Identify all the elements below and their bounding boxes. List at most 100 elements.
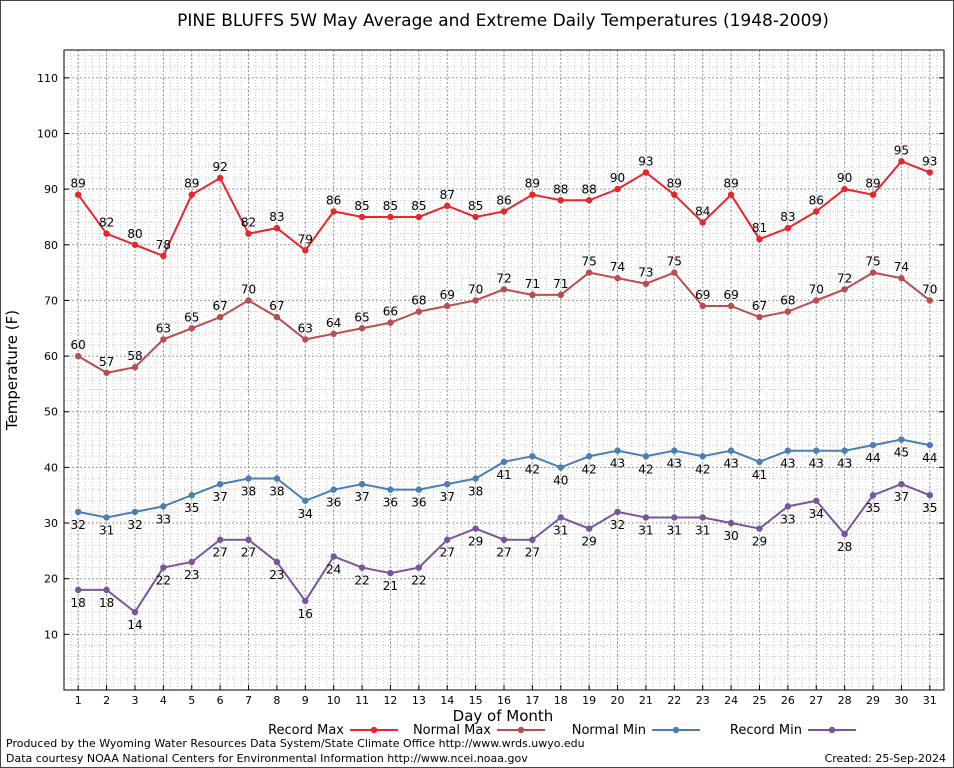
record-min-point: [869, 492, 877, 499]
normal-max-data-label: 65: [354, 310, 369, 324]
record-min-data-label: 23: [269, 568, 284, 582]
normal-min-point: [813, 447, 820, 454]
normal-min-point: [302, 497, 309, 504]
normal-max-data-label: 57: [99, 355, 114, 369]
record-max-data-label: 86: [496, 193, 511, 207]
normal-min-point: [671, 447, 678, 454]
record-min-point: [103, 586, 110, 594]
record-min-data-label: 29: [468, 535, 483, 549]
normal-max-data-label: 70: [809, 282, 824, 296]
record-min-data-label: 33: [780, 512, 795, 526]
x-tick-label: 19: [582, 694, 596, 707]
normal-max-data-label: 71: [525, 277, 540, 291]
chart-title: PINE BLUFFS 5W May Average and Extreme D…: [177, 11, 829, 31]
record-max-point: [245, 230, 252, 237]
x-tick-label: 28: [838, 694, 852, 707]
record-max-data-label: 85: [411, 199, 426, 213]
record-max-point: [444, 202, 451, 210]
record-max-point: [614, 185, 621, 193]
normal-min-data-label: 37: [440, 490, 455, 504]
record-max-data-label: 78: [156, 238, 171, 252]
normal-max-point: [444, 302, 451, 310]
normal-max-point: [727, 302, 735, 310]
record-min-data-label: 29: [582, 535, 597, 549]
normal-min-point: [472, 475, 479, 482]
x-tick-label: 12: [383, 694, 397, 707]
normal-min-point: [585, 453, 593, 460]
record-max-point: [813, 208, 820, 215]
y-tick-label: 80: [44, 239, 58, 252]
record-max-point: [671, 191, 678, 198]
record-max-data-label: 82: [99, 216, 114, 230]
record-max-point: [74, 191, 82, 198]
record-min-point: [387, 569, 394, 577]
normal-max-point: [131, 364, 139, 371]
x-tick-label: 17: [525, 694, 539, 707]
normal-max-data-label: 69: [723, 288, 738, 302]
normal-max-data-label: 71: [553, 277, 568, 291]
record-max-data-label: 84: [695, 205, 710, 219]
y-tick-label: 110: [37, 72, 58, 85]
record-max-point: [699, 219, 706, 226]
record-min-data-label: 24: [326, 562, 341, 576]
legend-marker-normal-max: [517, 726, 525, 734]
record-max-data-label: 79: [298, 232, 313, 246]
normal-max-point: [557, 291, 564, 299]
normal-min-data-label: 43: [723, 457, 738, 471]
normal-max-point: [188, 325, 195, 332]
y-tick-label: 70: [44, 294, 58, 307]
record-max-data-label: 93: [638, 154, 653, 168]
y-tick-label: 60: [44, 350, 58, 363]
normal-min-point: [216, 480, 224, 488]
credit-line-2: Data courtesy NOAA National Centers for …: [6, 752, 528, 765]
x-tick-label: 26: [781, 694, 795, 707]
normal-max-point: [160, 336, 167, 343]
record-min-data-label: 27: [525, 546, 540, 560]
credit-line-1: Produced by the Wyoming Water Resources …: [6, 737, 585, 750]
normal-max-data-label: 67: [752, 299, 767, 313]
normal-max-data-label: 75: [667, 255, 682, 269]
record-max-data-label: 92: [212, 160, 227, 174]
record-max-point: [642, 169, 650, 176]
record-min-data-label: 31: [695, 523, 710, 537]
x-tick-label: 27: [809, 694, 823, 707]
record-min-point: [245, 536, 252, 543]
normal-min-data-label: 43: [667, 457, 682, 471]
record-min-point: [727, 519, 735, 527]
normal-min-point: [273, 475, 281, 482]
legend-label-normal-min: Normal Min: [572, 723, 646, 738]
record-max-data-label: 86: [809, 193, 824, 207]
record-min-data-label: 30: [723, 529, 738, 543]
y-tick-label: 20: [44, 573, 58, 586]
record-min-point: [784, 503, 792, 510]
normal-min-data-label: 36: [383, 496, 398, 510]
x-tick-label: 4: [160, 694, 167, 707]
normal-max-data-label: 60: [71, 338, 86, 352]
normal-max-data-label: 72: [837, 271, 852, 285]
record-max-point: [529, 191, 536, 198]
normal-min-data-label: 40: [553, 473, 568, 487]
normal-min-point: [529, 453, 536, 460]
normal-max-point: [500, 286, 508, 293]
normal-min-data-label: 44: [922, 451, 937, 465]
normal-max-point: [784, 308, 792, 315]
normal-max-data-label: 74: [894, 260, 909, 274]
normal-max-point: [358, 325, 366, 332]
record-max-point: [557, 197, 564, 204]
record-max-point: [103, 230, 110, 237]
record-max-data-label: 89: [865, 177, 880, 191]
x-tick-label: 24: [724, 694, 738, 707]
x-tick-label: 2: [103, 694, 110, 707]
record-max-point: [500, 208, 508, 215]
x-tick-label: 8: [273, 694, 280, 707]
record-min-data-label: 14: [127, 618, 142, 632]
normal-min-data-label: 36: [326, 496, 341, 510]
record-min-point: [74, 586, 82, 594]
normal-min-data-label: 38: [241, 485, 256, 499]
record-min-point: [302, 597, 309, 605]
record-max-data-label: 85: [468, 199, 483, 213]
normal-max-data-label: 64: [326, 316, 341, 330]
record-max-data-label: 80: [127, 227, 142, 241]
record-min-point: [671, 514, 678, 521]
